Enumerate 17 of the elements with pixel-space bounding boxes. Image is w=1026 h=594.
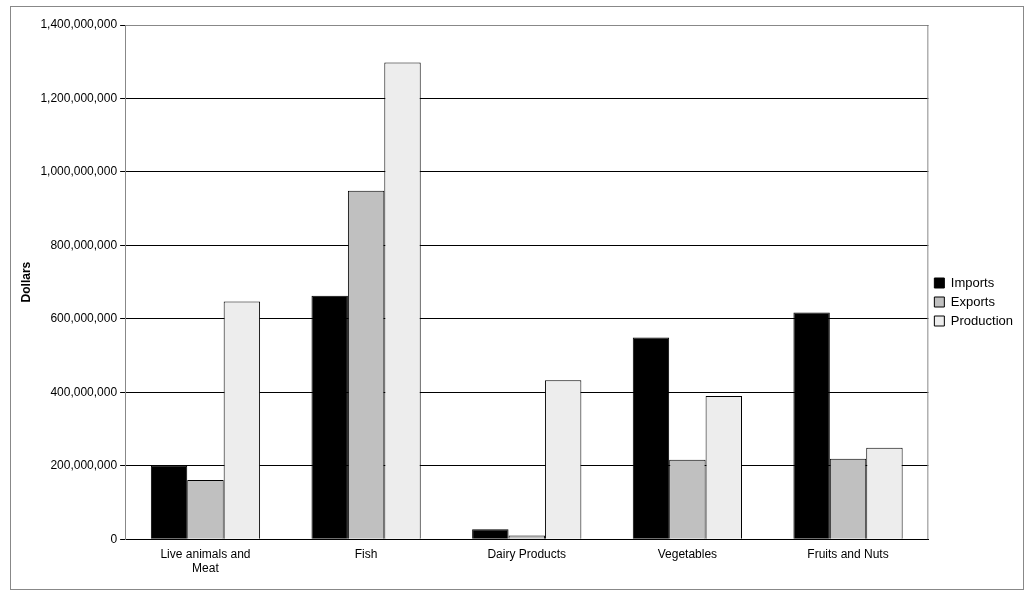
x-tick-label: Live animals and Meat: [160, 546, 251, 576]
x-tick-label: Vegetables: [657, 546, 718, 561]
legend-label: Production: [950, 312, 1014, 328]
y-tick-label: 1,000,000,000: [40, 164, 118, 179]
y-tick-label: 400,000,000: [50, 384, 118, 399]
legend-label: Exports: [950, 293, 996, 309]
legend-label: Imports: [950, 274, 995, 290]
y-tick-label: 1,200,000,000: [40, 90, 118, 105]
y-axis-title: Dollars: [18, 261, 33, 303]
x-tick-label: Fruits and Nuts: [807, 546, 889, 561]
x-tick-label: Fish: [354, 546, 378, 561]
y-tick-label: 1,400,000,000: [40, 17, 118, 32]
x-tick-label: Dairy Products: [487, 546, 567, 561]
y-tick-label: 0: [110, 531, 118, 546]
y-tick-label: 600,000,000: [50, 311, 118, 326]
y-tick-label: 200,000,000: [50, 458, 118, 473]
y-tick-label: 800,000,000: [50, 237, 118, 252]
